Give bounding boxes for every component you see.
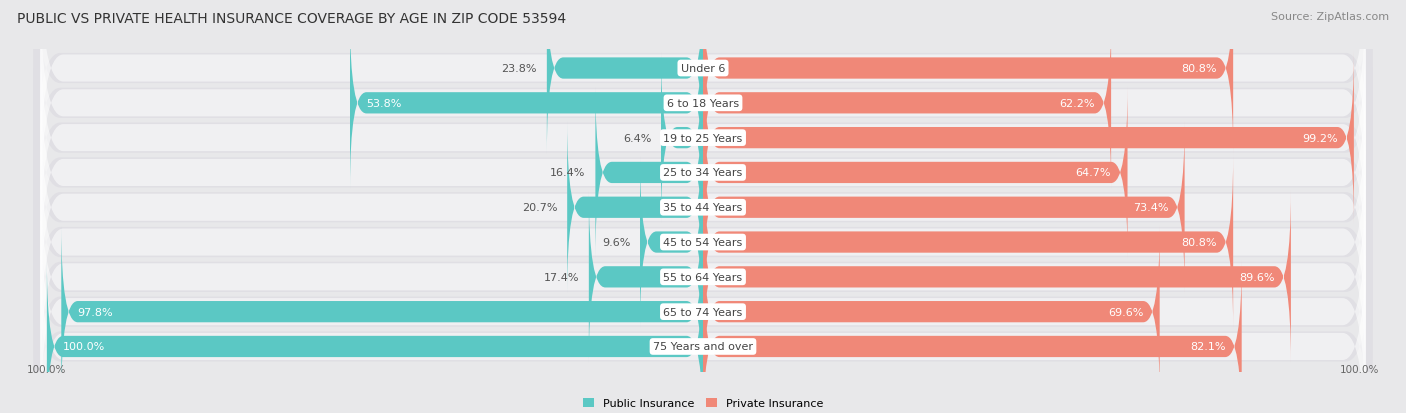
Text: 53.8%: 53.8% <box>367 99 402 109</box>
FancyBboxPatch shape <box>41 52 1365 294</box>
FancyBboxPatch shape <box>703 52 1354 224</box>
Text: 45 to 54 Years: 45 to 54 Years <box>664 237 742 247</box>
Text: 62.2%: 62.2% <box>1059 99 1095 109</box>
Text: 35 to 44 Years: 35 to 44 Years <box>664 203 742 213</box>
FancyBboxPatch shape <box>34 103 1372 382</box>
FancyBboxPatch shape <box>34 0 1372 243</box>
FancyBboxPatch shape <box>589 191 703 363</box>
FancyBboxPatch shape <box>640 157 703 328</box>
Text: 17.4%: 17.4% <box>544 272 579 282</box>
FancyBboxPatch shape <box>34 138 1372 413</box>
FancyBboxPatch shape <box>703 18 1111 190</box>
Text: Under 6: Under 6 <box>681 64 725 74</box>
Text: 82.1%: 82.1% <box>1189 342 1225 351</box>
Text: 97.8%: 97.8% <box>77 307 114 317</box>
Text: 16.4%: 16.4% <box>550 168 585 178</box>
Text: 20.7%: 20.7% <box>522 203 557 213</box>
Legend: Public Insurance, Private Insurance: Public Insurance, Private Insurance <box>583 398 823 408</box>
Text: Source: ZipAtlas.com: Source: ZipAtlas.com <box>1271 12 1389 22</box>
Text: 55 to 64 Years: 55 to 64 Years <box>664 272 742 282</box>
Text: 100.0%: 100.0% <box>27 364 66 374</box>
FancyBboxPatch shape <box>41 156 1365 399</box>
FancyBboxPatch shape <box>41 86 1365 329</box>
FancyBboxPatch shape <box>41 190 1365 413</box>
Text: 23.8%: 23.8% <box>502 64 537 74</box>
Text: 99.2%: 99.2% <box>1302 133 1337 143</box>
FancyBboxPatch shape <box>41 225 1365 413</box>
Text: 6 to 18 Years: 6 to 18 Years <box>666 99 740 109</box>
Text: 6.4%: 6.4% <box>623 133 651 143</box>
Text: 75 Years and over: 75 Years and over <box>652 342 754 351</box>
FancyBboxPatch shape <box>703 157 1233 328</box>
Text: 80.8%: 80.8% <box>1181 237 1216 247</box>
Text: 25 to 34 Years: 25 to 34 Years <box>664 168 742 178</box>
FancyBboxPatch shape <box>703 87 1128 259</box>
Text: 65 to 74 Years: 65 to 74 Years <box>664 307 742 317</box>
FancyBboxPatch shape <box>547 0 703 155</box>
Text: 80.8%: 80.8% <box>1181 64 1216 74</box>
FancyBboxPatch shape <box>41 0 1365 190</box>
FancyBboxPatch shape <box>595 87 703 259</box>
FancyBboxPatch shape <box>703 261 1241 413</box>
Text: 19 to 25 Years: 19 to 25 Years <box>664 133 742 143</box>
FancyBboxPatch shape <box>34 34 1372 312</box>
FancyBboxPatch shape <box>703 226 1160 398</box>
Text: 100.0%: 100.0% <box>63 342 105 351</box>
Text: 100.0%: 100.0% <box>1340 364 1379 374</box>
FancyBboxPatch shape <box>703 191 1291 363</box>
FancyBboxPatch shape <box>34 207 1372 413</box>
FancyBboxPatch shape <box>567 122 703 294</box>
FancyBboxPatch shape <box>41 0 1365 225</box>
FancyBboxPatch shape <box>703 0 1233 155</box>
Text: 89.6%: 89.6% <box>1239 272 1274 282</box>
Text: 69.6%: 69.6% <box>1108 307 1143 317</box>
Text: PUBLIC VS PRIVATE HEALTH INSURANCE COVERAGE BY AGE IN ZIP CODE 53594: PUBLIC VS PRIVATE HEALTH INSURANCE COVER… <box>17 12 567 26</box>
FancyBboxPatch shape <box>46 261 703 413</box>
FancyBboxPatch shape <box>703 122 1185 294</box>
Text: 73.4%: 73.4% <box>1133 203 1168 213</box>
Text: 9.6%: 9.6% <box>602 237 630 247</box>
FancyBboxPatch shape <box>661 52 703 224</box>
FancyBboxPatch shape <box>62 226 703 398</box>
FancyBboxPatch shape <box>41 17 1365 260</box>
FancyBboxPatch shape <box>41 121 1365 364</box>
FancyBboxPatch shape <box>34 0 1372 278</box>
FancyBboxPatch shape <box>34 173 1372 413</box>
FancyBboxPatch shape <box>34 69 1372 347</box>
Text: 64.7%: 64.7% <box>1076 168 1111 178</box>
FancyBboxPatch shape <box>34 0 1372 208</box>
FancyBboxPatch shape <box>350 18 703 190</box>
